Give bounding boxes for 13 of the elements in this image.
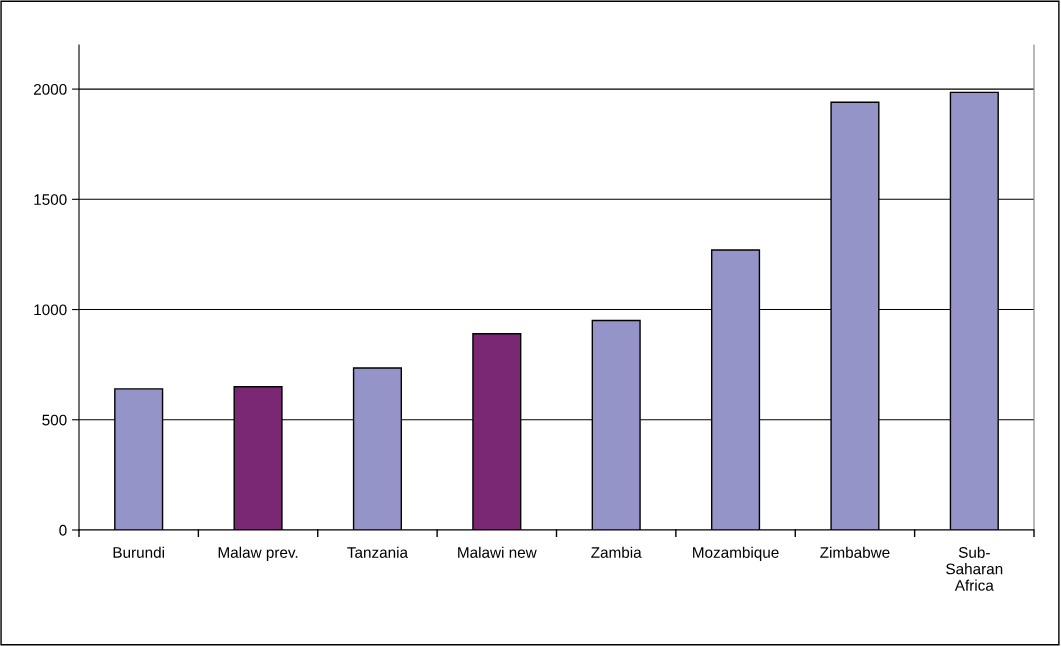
y-tick-label: 500 (42, 414, 67, 426)
x-tick-label: Malawi new (458, 546, 537, 558)
x-tick-label: Zambia (591, 546, 642, 558)
x-tick-label: Sub- Saharan Africa (946, 546, 1003, 591)
y-tick-label: 0 (59, 524, 67, 536)
y-tick-label: 1500 (34, 194, 67, 205)
x-tick-label: Zimbabwe (820, 546, 890, 558)
x-tick-label: Malaw prev. (218, 546, 298, 561)
y-tick-label: 1000 (34, 304, 67, 316)
x-tick-label: Mozambique (693, 546, 779, 561)
x-tick-label: Tanzania (347, 546, 409, 558)
y-tick-label: 2000 (33, 83, 67, 95)
x-tick-label: Burundi (113, 546, 164, 558)
